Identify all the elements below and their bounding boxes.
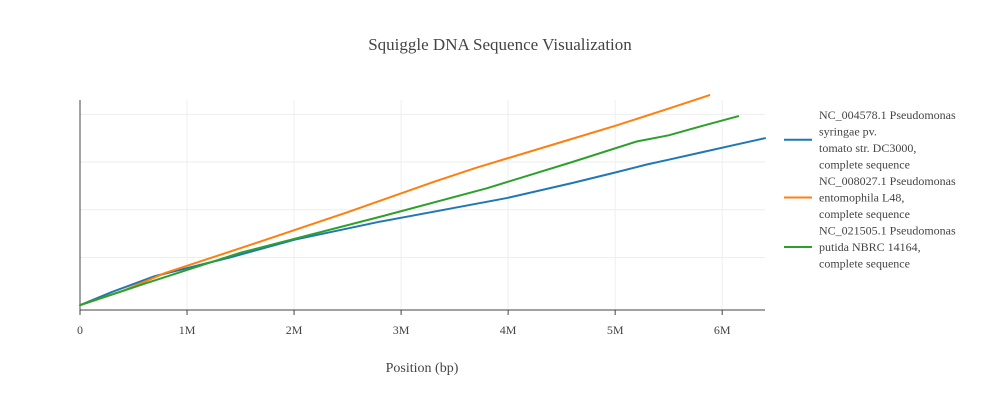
legend-item-0[interactable]: NC_004578.1 Pseudomonas syringae pv. tomat…	[784, 108, 956, 172]
chart-title: Squiggle DNA Sequence Visualization	[368, 35, 632, 54]
legend-label-line: NC_004578.1 Pseudomonas	[819, 108, 956, 122]
legend-label-line: NC_021505.1 Pseudomonas	[819, 224, 956, 238]
legend-item-2[interactable]: NC_021505.1 Pseudomonas putida NBRC 14164…	[784, 224, 956, 271]
x-tick-label-0: 0	[77, 323, 83, 337]
legend: NC_004578.1 Pseudomonas syringae pv. tomat…	[784, 108, 956, 271]
legend-item-1[interactable]: NC_008027.1 Pseudomonas entomophila L48, c…	[784, 174, 956, 221]
x-tick-label-2: 2M	[286, 323, 303, 337]
legend-label-0: NC_004578.1 Pseudomonas syringae pv. tomat…	[819, 108, 956, 172]
series-line-1	[79, 94, 711, 307]
legend-label-line: complete sequence	[819, 207, 910, 221]
legend-label-line: complete sequence	[819, 158, 910, 172]
x-tick-label-3: 3M	[393, 323, 410, 337]
legend-label-line: putida NBRC 14164,	[819, 240, 921, 254]
legend-label-2: NC_021505.1 Pseudomonas putida NBRC 14164…	[819, 224, 956, 271]
legend-label-line: entomophila L48,	[819, 191, 904, 205]
legend-label-line: complete sequence	[819, 257, 910, 271]
legend-label-line: NC_008027.1 Pseudomonas	[819, 174, 956, 188]
series-line-0	[79, 137, 766, 307]
x-axis-label: Position (bp)	[386, 361, 459, 376]
x-tick-label-5: 5M	[607, 323, 624, 337]
x-tick-label-6: 6M	[714, 323, 731, 337]
x-tick-label-1: 1M	[179, 323, 196, 337]
axis-layer: 0 1M 2M 3M 4M 5M 6M	[77, 100, 765, 337]
legend-label-1: NC_008027.1 Pseudomonas entomophila L48, c…	[819, 174, 956, 221]
series-line-2	[79, 115, 740, 307]
legend-label-line: syringae pv.	[819, 125, 877, 139]
legend-label-line: tomato str. DC3000,	[819, 141, 916, 155]
series-layer	[79, 94, 766, 307]
x-tick-label-4: 4M	[500, 323, 517, 337]
